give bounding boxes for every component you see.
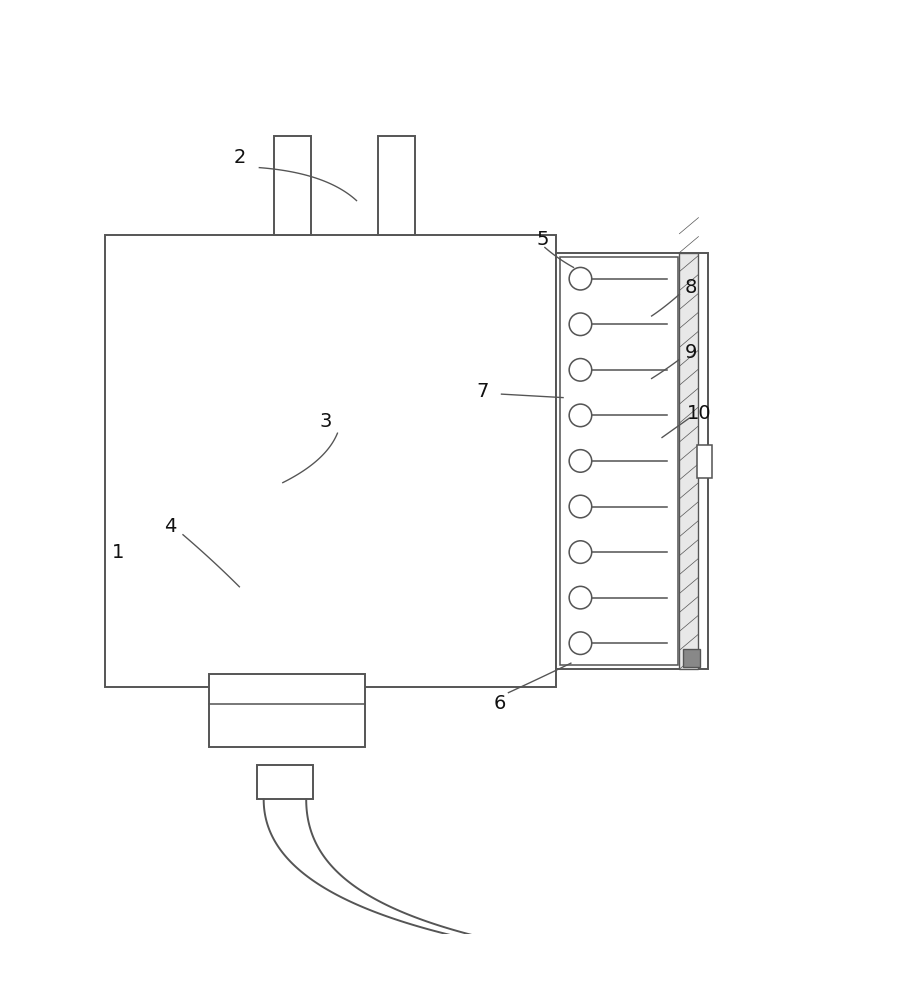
Circle shape bbox=[569, 267, 591, 290]
Bar bbox=[377, 136, 414, 235]
Text: 3: 3 bbox=[320, 412, 332, 431]
Bar bbox=[256, 765, 312, 799]
Bar bbox=[696, 445, 712, 478]
Text: 5: 5 bbox=[536, 230, 549, 249]
Bar bbox=[274, 136, 311, 235]
Circle shape bbox=[569, 632, 591, 654]
Text: 8: 8 bbox=[684, 278, 696, 297]
Bar bbox=[679, 253, 698, 669]
Bar bbox=[555, 253, 707, 669]
Circle shape bbox=[569, 495, 591, 518]
Text: 10: 10 bbox=[686, 404, 711, 423]
Circle shape bbox=[569, 586, 591, 609]
Text: 2: 2 bbox=[233, 148, 246, 167]
Text: 9: 9 bbox=[684, 343, 696, 362]
Circle shape bbox=[569, 541, 591, 563]
Text: 1: 1 bbox=[112, 543, 124, 562]
Bar bbox=[682, 649, 700, 667]
Bar bbox=[560, 257, 677, 665]
Circle shape bbox=[569, 359, 591, 381]
Bar bbox=[209, 674, 365, 747]
Circle shape bbox=[569, 404, 591, 427]
Bar bbox=[105, 235, 555, 687]
Text: 4: 4 bbox=[163, 517, 176, 536]
Circle shape bbox=[569, 313, 591, 336]
Text: 6: 6 bbox=[493, 694, 506, 713]
Text: 7: 7 bbox=[476, 382, 488, 401]
Circle shape bbox=[569, 450, 591, 472]
